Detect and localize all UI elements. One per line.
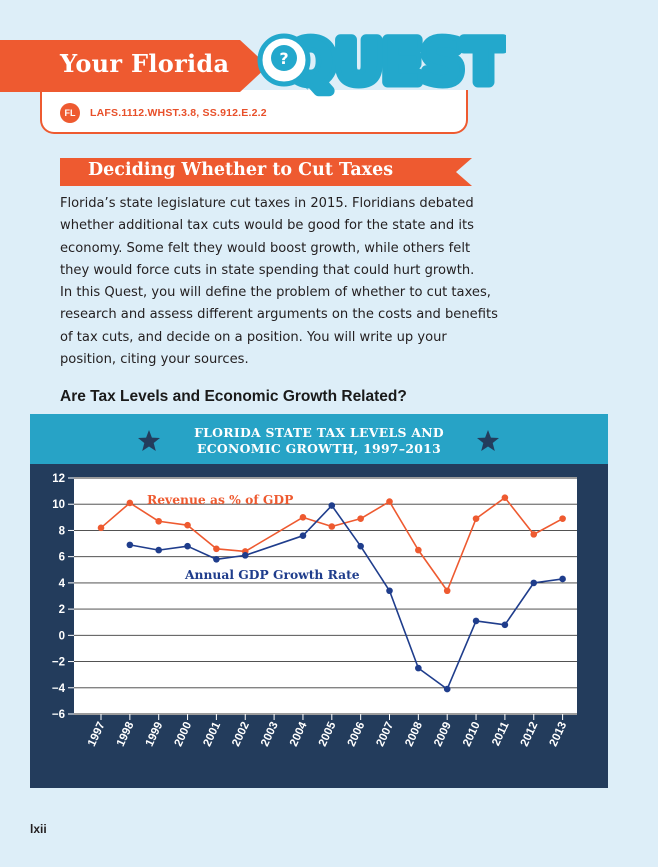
- standards-text: LAFS.1112.WHST.3.8, SS.912.E.2.2: [90, 107, 267, 119]
- chart-title-band: [30, 414, 608, 464]
- data-point: [299, 514, 307, 521]
- section-title: Deciding Whether to Cut Taxes: [88, 160, 394, 180]
- y-tick-label: −2: [52, 657, 65, 669]
- x-tick-label: 2000: [173, 720, 195, 748]
- x-tick-label: 2007: [375, 720, 397, 748]
- x-tick-label: 2011: [490, 720, 512, 748]
- data-point: [155, 546, 162, 554]
- chart-subheading: Are Tax Levels and Economic Growth Relat…: [60, 388, 407, 405]
- data-point: [97, 524, 105, 532]
- data-point: [501, 494, 509, 501]
- x-tick-label: 2005: [317, 720, 339, 749]
- data-point: [328, 502, 336, 509]
- data-point: [415, 664, 422, 672]
- quest-banner: [0, 40, 268, 92]
- plot-area: [74, 477, 577, 715]
- data-point: [213, 545, 220, 553]
- data-point: [472, 515, 480, 522]
- data-point: [184, 521, 191, 529]
- y-tick-label: −4: [52, 683, 66, 695]
- data-point: [184, 542, 191, 550]
- data-point: [357, 515, 364, 522]
- star-icon: [477, 430, 499, 451]
- data-point: [501, 621, 509, 629]
- x-tick-label: 2010: [461, 720, 483, 748]
- y-tick-label: 12: [52, 473, 65, 485]
- data-point: [299, 532, 307, 539]
- data-point: [386, 498, 393, 505]
- quest-logo: QUEST! QUEST! ?: [257, 23, 506, 100]
- data-point: [559, 515, 566, 522]
- quest-logo-text: QUEST!: [286, 28, 506, 96]
- svg-text:?: ?: [279, 49, 288, 68]
- data-point: [357, 542, 364, 550]
- x-tick-label: 2006: [346, 720, 368, 748]
- y-tick-label: 8: [59, 525, 66, 537]
- x-tick-label: 1997: [86, 720, 108, 748]
- chart-title-line-1: FLORIDA STATE TAX LEVELS AND: [194, 425, 444, 440]
- series-label-revenue: Revenue as % of GDP: [147, 492, 293, 507]
- data-point: [241, 552, 249, 559]
- series-line-0: [100, 496, 563, 592]
- x-tick-label: 1998: [115, 720, 137, 749]
- chart-title: FLORIDA STATE TAX LEVELS AND ECONOMIC GR…: [30, 425, 608, 457]
- x-tick-label: 1999: [144, 720, 166, 748]
- quest-standards-box: [40, 90, 468, 134]
- y-tick-label: 0: [59, 630, 65, 642]
- x-tick-label: 2012: [519, 720, 541, 748]
- data-point: [530, 579, 538, 587]
- florida-badge: FL: [60, 103, 80, 123]
- section-banner: [60, 158, 472, 186]
- data-point: [126, 499, 134, 507]
- data-point: [443, 685, 451, 693]
- x-tick-label: 2002: [230, 720, 252, 748]
- data-point: [155, 517, 162, 525]
- x-tick-label: 2008: [403, 720, 425, 749]
- data-point: [213, 555, 220, 563]
- y-tick-label: 2: [59, 604, 65, 616]
- data-point: [328, 523, 336, 530]
- data-point: [386, 587, 393, 595]
- intro-paragraph: Florida’s state legislature cut taxes in…: [60, 196, 498, 368]
- y-tick-label: 10: [52, 499, 65, 511]
- x-tick-label: 2001: [201, 720, 223, 749]
- star-icon: [138, 430, 160, 451]
- data-point: [530, 531, 538, 538]
- y-tick-label: 4: [59, 578, 66, 590]
- x-tick-label: 2009: [432, 720, 454, 748]
- y-tick-label: 6: [59, 552, 65, 564]
- data-point: [472, 617, 480, 625]
- data-point: [559, 575, 566, 583]
- x-tick-label: 2013: [548, 720, 570, 748]
- quest-logo-outline: QUEST!: [286, 28, 506, 96]
- question-bubble-icon: ?: [257, 33, 311, 90]
- line-chart: 12 10 8 6 4 2 0 −2 −4 −6 1997 1998 1999 2000 2001 2002 2…: [52, 473, 577, 749]
- quest-banner-text: Your Florida: [60, 49, 230, 78]
- chart-title-line-2: ECONOMIC GROWTH, 1997–2013: [196, 441, 441, 456]
- data-point: [443, 587, 451, 595]
- x-tick-label: 2004: [288, 720, 310, 749]
- page-number: lxii: [30, 822, 47, 836]
- series-label-gdp-growth: Annual GDP Growth Rate: [184, 567, 360, 582]
- data-point: [415, 546, 422, 554]
- data-point: [126, 541, 134, 549]
- x-tick-label: 2003: [259, 720, 281, 748]
- y-tick-label: −6: [52, 709, 65, 721]
